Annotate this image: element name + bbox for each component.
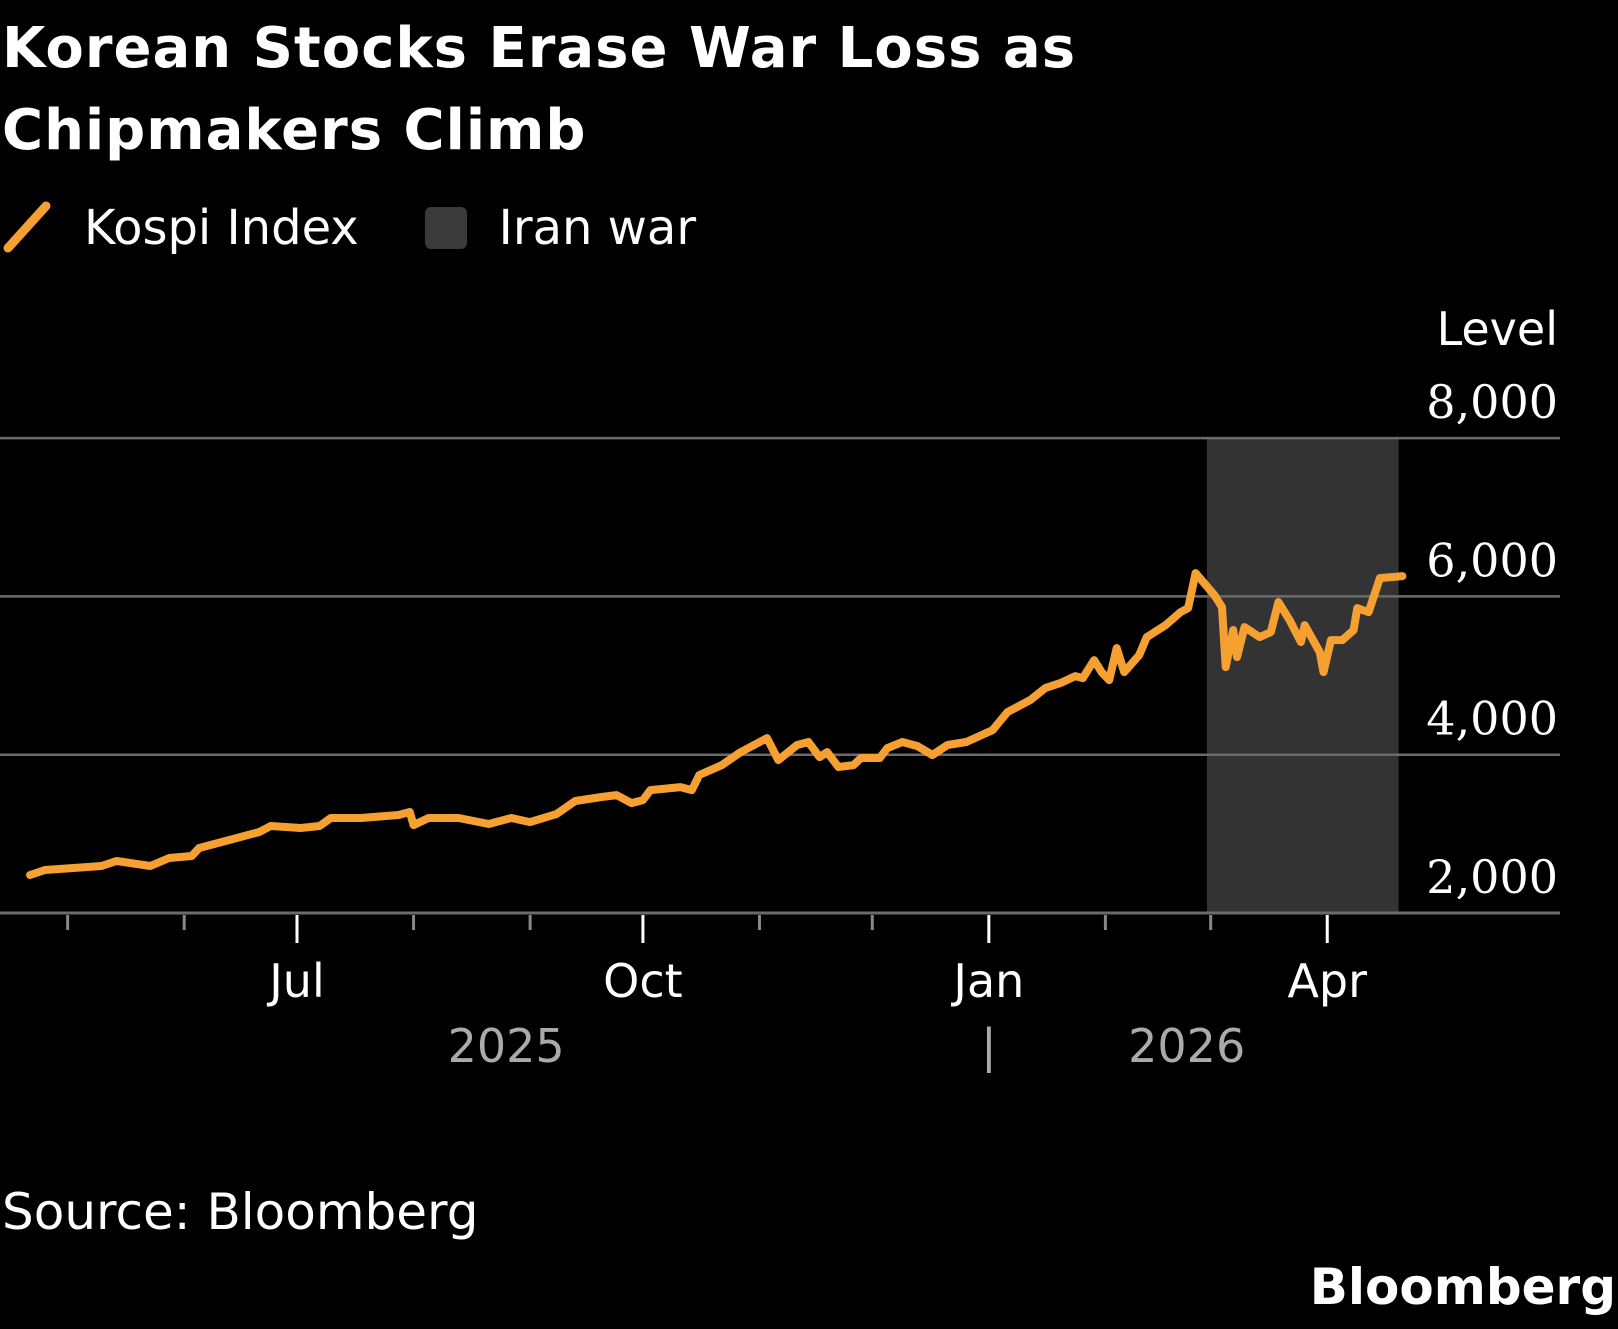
legend-item-kospi: Kospi Index (2, 198, 359, 258)
x-tick-label: Oct (603, 954, 683, 1008)
year-label: 2025 (448, 1019, 565, 1073)
kospi-line (26, 569, 1407, 879)
legend-label-kospi: Kospi Index (84, 200, 359, 256)
x-tick-label: Apr (1287, 954, 1367, 1008)
iran-war-shading (1206, 438, 1399, 913)
legend-line-swatch (3, 201, 51, 253)
y-tick-label: 2,000 (1426, 850, 1558, 904)
chart-area: 2,000 4,000 6,000 8,000 Level Jul Oct Jan Apr 202… (0, 302, 1560, 1074)
legend: Kospi Index Iran war (2, 198, 762, 258)
y-axis-label: Level (1437, 302, 1558, 356)
bloomberg-logo: Bloomberg (1309, 1258, 1616, 1316)
source-note: Source: Bloomberg (2, 1183, 479, 1241)
legend-label-iran-war: Iran war (498, 200, 697, 256)
x-tick-label: Jan (950, 954, 1024, 1008)
x-tick-label: Jul (266, 954, 325, 1008)
legend-box-swatch (424, 207, 467, 249)
year-label: 2026 (1128, 1019, 1245, 1073)
y-tick-label: 8,000 (1426, 375, 1558, 429)
y-tick-label: 4,000 (1426, 692, 1558, 746)
chart-title: Korean Stocks Erase War Loss as Chipmake… (2, 16, 1077, 163)
legend-item-iran-war: Iran war (424, 200, 697, 256)
y-tick-label: 6,000 (1426, 533, 1558, 587)
year-separator: | (981, 1019, 997, 1074)
